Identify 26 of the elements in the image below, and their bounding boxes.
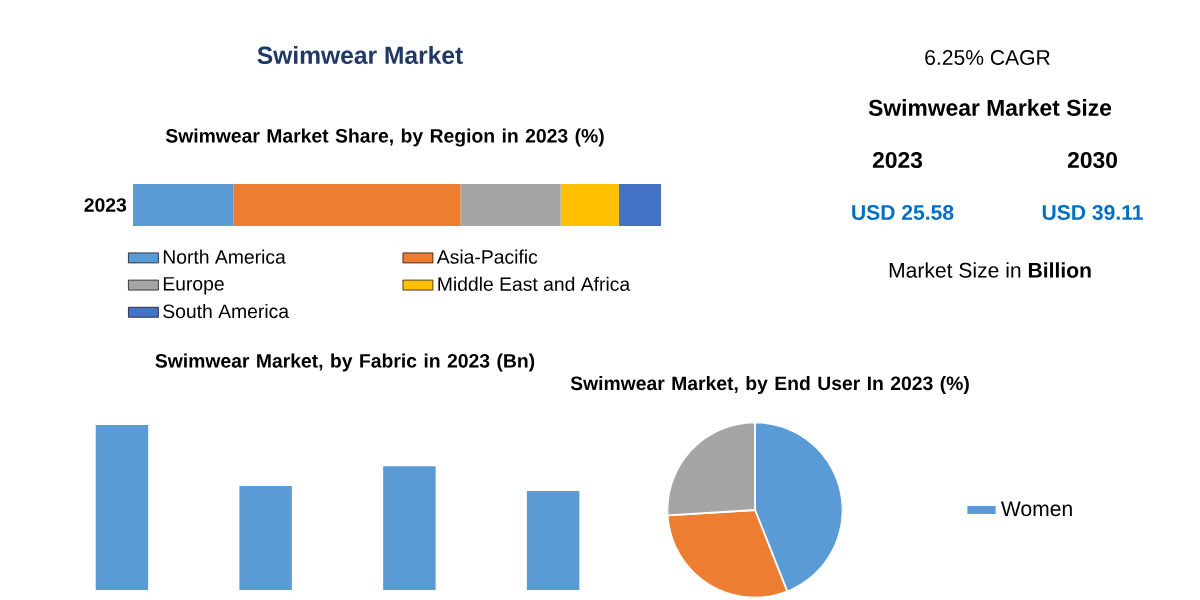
bar: [383, 466, 436, 590]
bar: [133, 184, 234, 226]
legend-label: Europe: [163, 277, 224, 295]
text: 6.25% CAGR: [925, 50, 1050, 65]
chart-title: Swimwear Market, by End User In 2023 (%): [570, 376, 969, 394]
text: Swimwear Market Size: [868, 99, 1112, 116]
chart-subtitle: Swimwear Market Share, by Region in 2023 (%): [165, 128, 604, 147]
bar: [560, 184, 619, 226]
bar: [460, 184, 561, 226]
text: 2023: [872, 151, 923, 169]
legend-label: Women: [1000, 501, 1072, 517]
bar: [233, 184, 461, 226]
text: Market Size in Billion: [889, 262, 1091, 278]
legend-label: South America: [163, 303, 290, 319]
bar: [526, 491, 580, 590]
bar: [618, 184, 662, 226]
chart-title: Swimwear Market: [257, 45, 463, 65]
bar: [95, 425, 149, 590]
legend-label: North America: [163, 249, 286, 264]
bar: [239, 486, 292, 590]
legend-label: Middle East and Africa: [438, 276, 631, 291]
text: USD 25.58: [852, 205, 954, 220]
legend-label: Asia-Pacific: [436, 249, 538, 264]
text: USD 39.11: [1042, 205, 1143, 220]
chart-title: Swimwear Market, by Fabric in 2023 (Bn): [155, 353, 535, 372]
text: 2030: [1067, 151, 1117, 169]
